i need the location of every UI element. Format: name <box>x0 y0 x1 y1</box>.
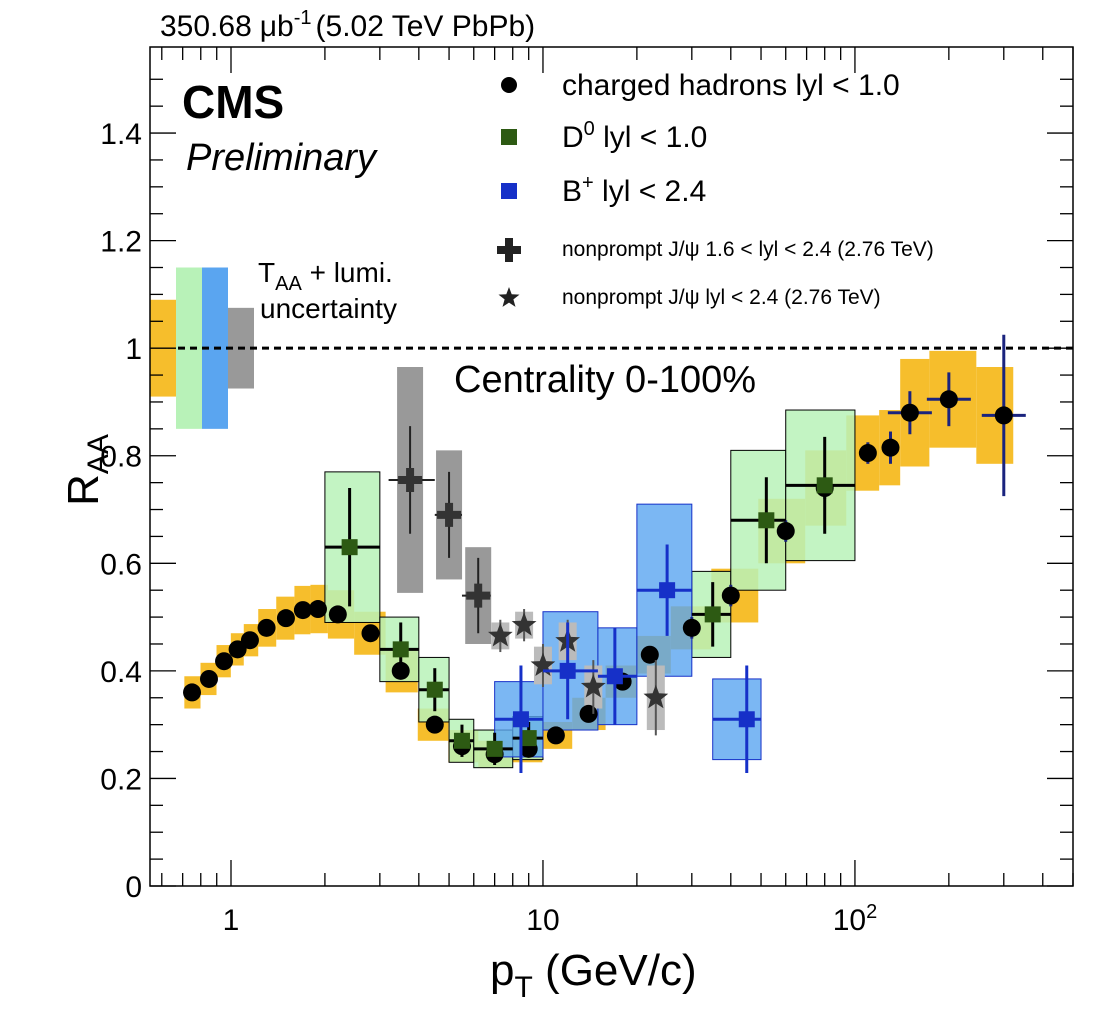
y-tick-label: 1.2 <box>100 226 142 259</box>
legend-marker-jpsi-forward <box>497 238 521 262</box>
d0-point <box>486 740 503 757</box>
hadron-point <box>546 726 565 745</box>
bplus-point <box>659 582 676 599</box>
hadron-point <box>240 631 259 650</box>
hadron-point <box>881 438 900 457</box>
luminosity-header: 350.68 μb-1 (5.02 TeV PbPb) <box>160 7 535 43</box>
bplus-point <box>606 668 623 685</box>
legend-label-jpsi-forward: nonprompt J/ψ 1.6 < lyl < 2.4 (2.76 TeV) <box>562 238 934 261</box>
d0-point <box>816 477 833 494</box>
hadron-point <box>579 704 598 723</box>
cms-label: CMS <box>182 76 284 128</box>
hadron-point <box>228 640 247 659</box>
bplus-point <box>559 662 576 679</box>
legend-label-d0: D0 lyl < 1.0 <box>562 118 707 154</box>
hadron-point <box>328 605 347 624</box>
centrality-label: Centrality 0-100% <box>454 359 756 401</box>
d0-point <box>520 730 537 747</box>
x-tick-label: 102 <box>833 901 878 937</box>
y-axis-title: RAA <box>59 434 115 506</box>
jpsi-point <box>580 674 606 698</box>
legend-marker-d0 <box>501 129 517 145</box>
uncertainty-label: uncertainty <box>260 293 397 324</box>
y-tick-label: 0.2 <box>100 763 142 796</box>
d0-point <box>426 681 443 698</box>
d0-point <box>341 539 358 556</box>
legend: charged hadrons lyl < 1.0 D0 lyl < 1.0 B… <box>497 69 934 309</box>
bplus-point <box>512 711 529 728</box>
plot-frame <box>149 46 1074 887</box>
plot-area: 0 0.2 0.4 0.6 0.8 1 1.2 1.4 1 10 102 <box>100 46 1074 937</box>
hadron-point <box>776 522 795 541</box>
hadron-point <box>257 618 276 637</box>
y-tick-label: 1.4 <box>100 118 142 151</box>
hadron-point <box>682 618 701 637</box>
d0-point <box>758 512 775 529</box>
legend-label-bplus: B+ lyl < 2.4 <box>562 172 706 208</box>
hadron-point <box>183 683 202 702</box>
hadron-point <box>199 669 218 688</box>
y-tick-label: 0 <box>125 871 142 904</box>
hadron-point <box>215 652 234 671</box>
legend-marker-bplus <box>501 183 517 199</box>
x-tick-label: 1 <box>223 904 240 937</box>
legend-label-charged-hadrons: charged hadrons lyl < 1.0 <box>562 69 900 102</box>
hadron-point <box>425 715 444 734</box>
hadron-point <box>308 600 327 619</box>
jpsi-point <box>488 622 513 647</box>
jpsi-point <box>511 612 537 636</box>
hadron-point <box>640 645 659 664</box>
d0-point <box>392 641 409 658</box>
jpsi-point <box>643 684 669 709</box>
y-tick-label: 0.4 <box>100 656 142 689</box>
y-tick-label: 0.6 <box>100 548 142 581</box>
y-tick-label: 1 <box>125 333 142 366</box>
d0-point <box>453 732 470 749</box>
hadron-point <box>994 406 1013 425</box>
jpsi-forward-point <box>398 467 423 492</box>
hadron-point <box>721 586 740 605</box>
hadron-point <box>276 609 295 628</box>
preliminary-label: Preliminary <box>186 137 378 179</box>
hadron-point <box>939 390 958 409</box>
jpsi-forward-point <box>466 583 491 608</box>
legend-label-jpsi: nonprompt J/ψ lyl < 2.4 (2.76 TeV) <box>562 286 881 309</box>
taa-lumi-label: TAA + lumi. <box>258 257 393 295</box>
x-axis-title: pT (GeV/c) <box>490 946 697 1004</box>
x-tick-label: 10 <box>526 904 559 937</box>
hadron-point <box>858 444 877 463</box>
bplus-point <box>738 711 755 728</box>
legend-marker-charged-hadrons <box>501 77 517 93</box>
hadron-point <box>293 601 312 620</box>
hadron-point <box>361 624 380 643</box>
legend-marker-jpsi <box>498 287 520 307</box>
d0-point <box>704 606 721 623</box>
hadron-point <box>900 403 919 422</box>
jpsi-forward-point <box>437 502 462 527</box>
y-tick-label: 0.8 <box>100 441 142 474</box>
jpsi-point <box>530 652 556 676</box>
